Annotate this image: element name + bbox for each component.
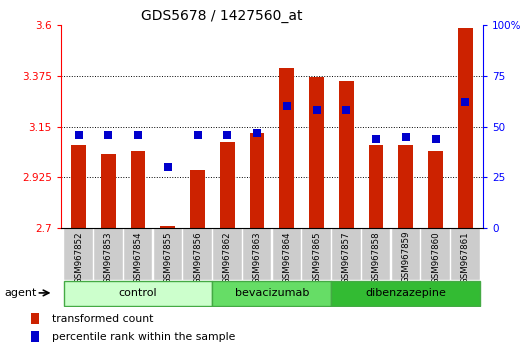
Bar [220, 142, 235, 228]
Text: GSM967860: GSM967860 [431, 231, 440, 284]
Bar [391, 228, 420, 280]
Text: control: control [119, 289, 157, 298]
Text: agent: agent [5, 288, 37, 298]
Bar [272, 228, 301, 280]
Bar [279, 68, 294, 228]
Text: GSM967855: GSM967855 [163, 231, 172, 284]
Text: bevacizumab: bevacizumab [235, 289, 309, 298]
Point [313, 108, 321, 113]
Point [134, 132, 142, 138]
Bar [64, 281, 212, 306]
Bar [421, 228, 450, 280]
Point [253, 130, 261, 136]
Bar [183, 228, 212, 280]
Bar [31, 313, 39, 324]
Text: GSM967858: GSM967858 [372, 231, 381, 284]
Text: GDS5678 / 1427560_at: GDS5678 / 1427560_at [141, 9, 303, 23]
Text: GSM967862: GSM967862 [223, 231, 232, 284]
Bar [332, 281, 480, 306]
Bar [71, 145, 86, 228]
Bar [250, 133, 265, 228]
Bar [458, 28, 473, 228]
Text: GSM967865: GSM967865 [312, 231, 321, 284]
Bar [94, 228, 122, 280]
Bar [154, 228, 182, 280]
Bar [31, 331, 39, 342]
Bar [309, 77, 324, 228]
Point [223, 132, 231, 138]
Bar [124, 228, 153, 280]
Bar [332, 228, 361, 280]
Bar [398, 145, 413, 228]
Bar [362, 228, 390, 280]
Bar [213, 228, 242, 280]
Text: GSM967857: GSM967857 [342, 231, 351, 284]
Bar [243, 228, 271, 280]
Text: GSM967863: GSM967863 [252, 231, 261, 284]
Bar [428, 152, 443, 228]
Bar [302, 228, 331, 280]
Text: GSM967854: GSM967854 [134, 231, 143, 284]
Bar [101, 154, 116, 228]
Point [342, 108, 351, 113]
Point [431, 136, 440, 142]
Bar [64, 228, 93, 280]
Bar [369, 145, 383, 228]
Text: percentile rank within the sample: percentile rank within the sample [52, 332, 235, 342]
Point [372, 136, 380, 142]
Text: GSM967853: GSM967853 [104, 231, 113, 284]
Text: GSM967864: GSM967864 [282, 231, 291, 284]
Bar [161, 226, 175, 228]
Bar [451, 228, 479, 280]
Text: dibenzazepine: dibenzazepine [365, 289, 446, 298]
Bar [190, 170, 205, 228]
Point [164, 165, 172, 170]
Bar [212, 281, 332, 306]
Text: GSM967859: GSM967859 [401, 231, 410, 284]
Point [282, 103, 291, 109]
Point [402, 134, 410, 139]
Bar [339, 81, 354, 228]
Bar [130, 152, 146, 228]
Text: GSM967852: GSM967852 [74, 231, 83, 284]
Text: GSM967856: GSM967856 [193, 231, 202, 284]
Point [74, 132, 83, 138]
Point [104, 132, 112, 138]
Text: GSM967861: GSM967861 [461, 231, 470, 284]
Point [461, 99, 469, 105]
Point [193, 132, 202, 138]
Text: transformed count: transformed count [52, 314, 153, 324]
